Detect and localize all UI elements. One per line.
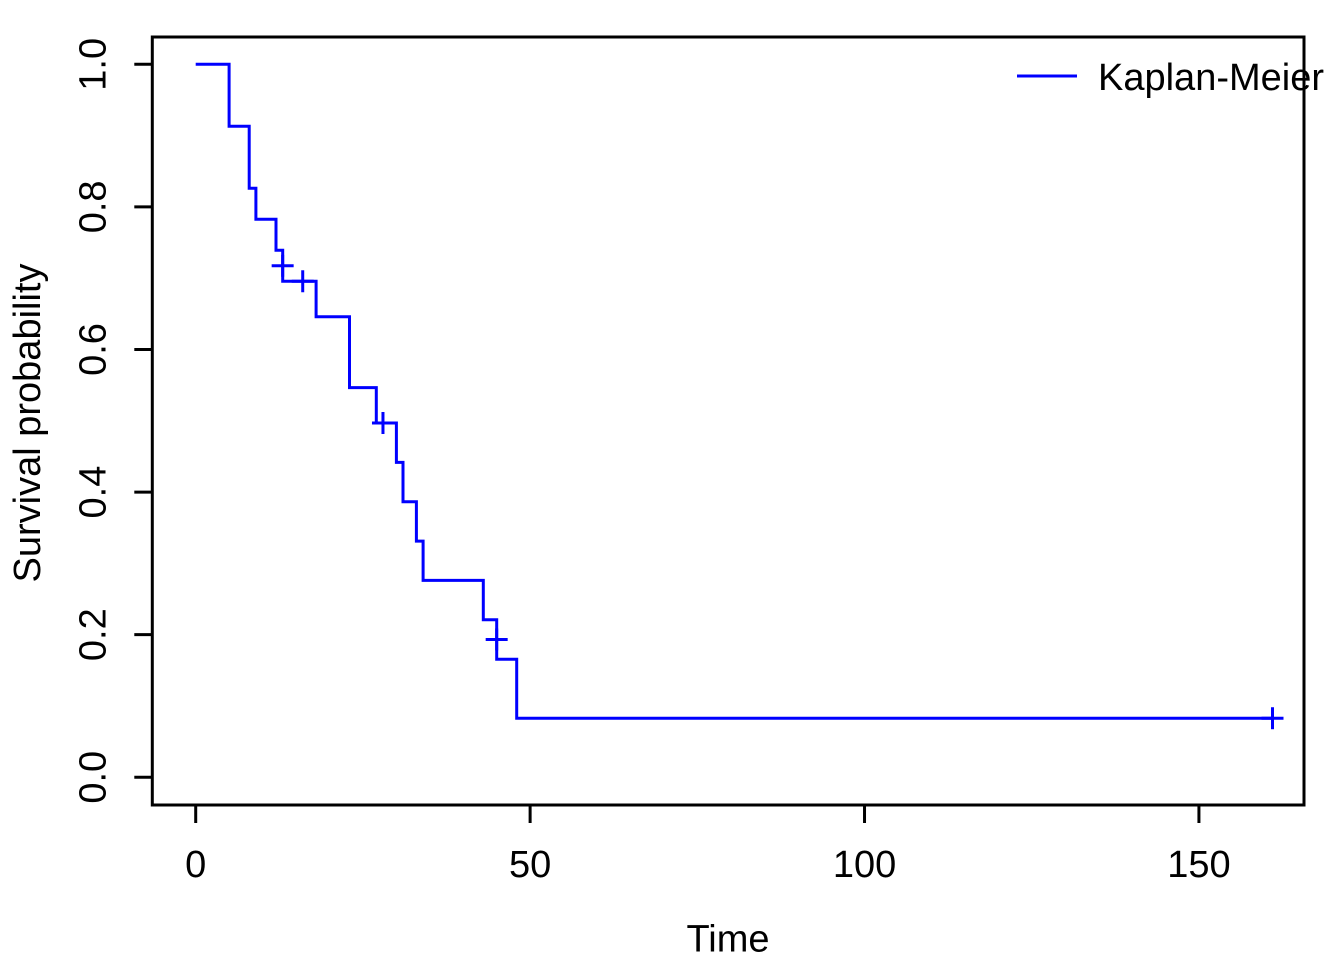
- plot-box: [150, 35, 1306, 807]
- x-tick-label: 50: [509, 844, 551, 886]
- curve-layer: [195, 62, 1273, 720]
- x-tick-label: 100: [833, 844, 896, 886]
- y-axis-title: Survival probability: [7, 264, 49, 583]
- x-tick-label: 150: [1167, 844, 1230, 886]
- censor-mark-icon: [1261, 707, 1284, 730]
- x-axis-title: Time: [686, 919, 769, 960]
- censor-layer: [271, 254, 1284, 730]
- legend-label: Kaplan-Meier: [1098, 57, 1324, 99]
- y-tick-label: 0.6: [72, 323, 114, 376]
- censor-mark-icon: [291, 270, 314, 293]
- km-curve: [195, 62, 1273, 720]
- y-tick-label: 0.4: [72, 466, 114, 519]
- censor-mark-icon: [271, 254, 294, 277]
- censor-mark-icon: [371, 411, 394, 434]
- y-tick-label: 1.0: [72, 38, 114, 91]
- y-tick-label: 0.2: [72, 608, 114, 661]
- y-axis: 0.0 0.2 0.4 0.6 0.8 1.0: [72, 38, 153, 804]
- censor-mark-icon: [485, 628, 508, 651]
- legend: Kaplan-Meier: [1017, 57, 1324, 99]
- y-tick-label: 0.0: [72, 751, 114, 804]
- x-axis: 0 50 100 150: [185, 805, 1231, 886]
- y-tick-label: 0.8: [72, 180, 114, 233]
- x-tick-label: 0: [185, 844, 206, 886]
